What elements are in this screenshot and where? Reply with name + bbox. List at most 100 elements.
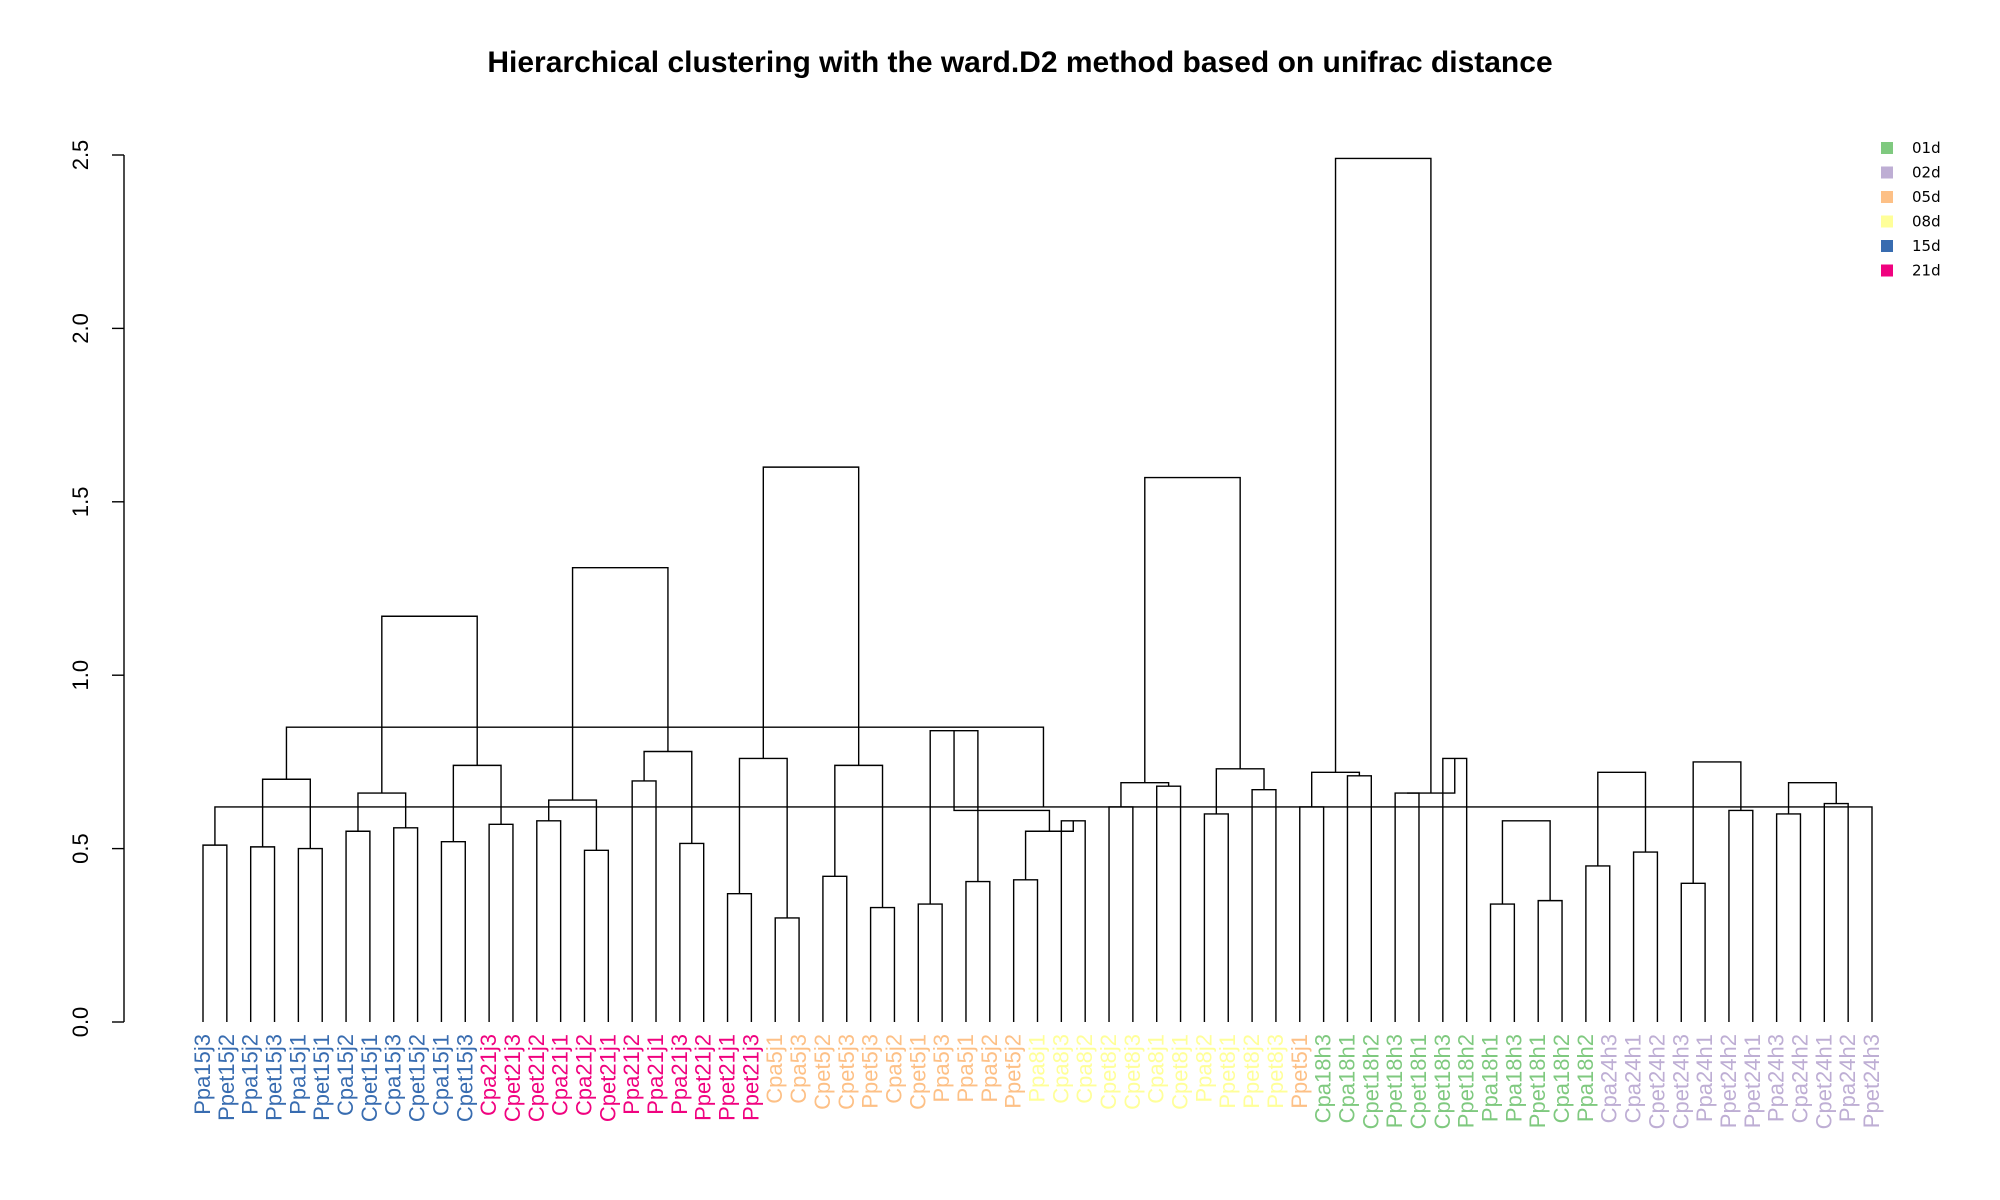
leaf-label: Ppet21j3: [738, 1034, 763, 1121]
leaf-label: Cpet15j2: [405, 1034, 430, 1122]
dendrogram-merge: [1537, 899, 1563, 1022]
dendrogram-merge: [1108, 806, 1134, 1022]
leaf-label: Ppet18h2: [1454, 1034, 1479, 1128]
leaf-label: Cpa5j1: [762, 1034, 787, 1104]
y-axis: 0.0 0.5 1.0 1.5 2.0 2.5: [68, 140, 125, 1037]
leaf-label: Ppa5j3: [929, 1034, 954, 1103]
legend-swatch: [1881, 166, 1893, 179]
dendrogram-merge: [536, 820, 562, 1022]
leaf-label: Ppet24h1: [1740, 1034, 1765, 1128]
leaf-label: Cpet8j3: [1120, 1034, 1145, 1110]
leaf-label: Ppet24h2: [1716, 1034, 1741, 1128]
leaf-label: Cpa18h3: [1311, 1034, 1336, 1123]
leaf-label: Cpa8j3: [1048, 1034, 1073, 1104]
dendrogram-merge: [1060, 820, 1086, 1022]
legend-swatch: [1881, 142, 1893, 154]
leaf-label: Cpet21j2: [524, 1034, 549, 1122]
dendrogram-merge: [297, 847, 323, 1022]
dendrogram-merge: [643, 750, 693, 844]
dendrogram-merge: [261, 778, 311, 849]
dendrogram-merge: [726, 892, 753, 1022]
leaf-label: Cpet18h1: [1406, 1034, 1431, 1129]
legend-label: 08d: [1912, 213, 1941, 231]
leaf-label: Cpet5j2: [810, 1034, 835, 1110]
leaf-label: Cpa21j1: [548, 1034, 573, 1116]
leaf-label: Cpa15j3: [381, 1034, 406, 1116]
leaf-label: Ppa18h3: [1501, 1034, 1526, 1122]
y-tick-label: 0.5: [68, 833, 93, 864]
leaf-label: Ppet18h3: [1382, 1034, 1407, 1128]
dendrogram-merge: [1680, 882, 1706, 1022]
dendrogram-merge: [1787, 782, 1837, 814]
leaf-label: Ppa18h2: [1573, 1034, 1598, 1122]
leaf-label: Ppa8j2: [1191, 1034, 1216, 1103]
leaf-label: Ppa5j1: [953, 1034, 978, 1103]
legend-label: 05d: [1912, 188, 1941, 206]
leaf-label: Cpet5j1: [905, 1034, 930, 1110]
dendrogram-merge: [1299, 806, 1325, 1022]
leaf-label: Cpet21j3: [500, 1034, 525, 1122]
dendrogram-merge: [1346, 775, 1372, 1022]
dendrogram-merge: [1489, 903, 1516, 1022]
leaf-label: Cpa5j2: [881, 1034, 906, 1104]
leaf-label: Ppet5j1: [1287, 1034, 1312, 1109]
dendrogram-merge: [285, 726, 1045, 807]
dendrogram-merge: [1775, 813, 1802, 1022]
leaf-label: Ppet21j1: [715, 1034, 740, 1121]
dendrogram-merge: [1334, 157, 1432, 794]
leaf-label: Cpa21j3: [476, 1034, 501, 1116]
leaf-label: Ppet5j2: [1001, 1034, 1026, 1109]
leaf-label: Cpa5j3: [786, 1034, 811, 1104]
leaf-label: Ppet18h1: [1525, 1034, 1550, 1128]
y-tick-label: 2.5: [68, 140, 93, 171]
leaf-label: Ppa24h2: [1835, 1034, 1860, 1122]
leaf-label: Ppet24h3: [1859, 1034, 1884, 1128]
dendrogram-merge: [452, 764, 502, 842]
y-tick-label: 2.0: [68, 313, 93, 344]
dendrogram-merge: [1692, 761, 1742, 884]
chart-title: Hierarchical clustering with the ward.D2…: [487, 46, 1552, 79]
leaf-label: Ppa21j1: [643, 1034, 668, 1115]
leaf-label: Ppet15j2: [214, 1034, 239, 1121]
dendrogram-merge: [1585, 865, 1611, 1022]
leaf-label: Cpet15j3: [452, 1034, 477, 1122]
dendrogram-merge: [1407, 758, 1456, 794]
leaf-label: Cpet5j3: [834, 1034, 859, 1110]
dendrogram-merge: [440, 840, 466, 1022]
leaf-label: Cpa8j1: [1144, 1034, 1169, 1104]
leaf-label: Cpa18h1: [1334, 1034, 1359, 1123]
leaf-label: Cpa18h2: [1549, 1034, 1574, 1123]
y-tick-label: 1.5: [68, 487, 93, 518]
dendrogram-merge: [1728, 809, 1754, 1022]
legend-swatch: [1881, 264, 1893, 277]
leaf-label: Ppa8j1: [1025, 1034, 1050, 1103]
leaf-label: Ppa24h1: [1692, 1034, 1717, 1122]
legend-swatch: [1881, 240, 1893, 252]
leaf-label: Ppet8j2: [1239, 1034, 1264, 1109]
leaf-label: Cpa8j2: [1072, 1034, 1097, 1104]
dendrogram-merge: [488, 823, 514, 1022]
dendrogram-merge: [393, 827, 419, 1022]
leaf-label: Ppet21j2: [691, 1034, 716, 1121]
legend-label: 01d: [1912, 139, 1941, 157]
dendrogram-merge: [249, 846, 276, 1022]
dendrogram-merge: [1012, 879, 1039, 1022]
leaf-label: Ppa15j3: [190, 1034, 215, 1115]
legend: 01d 02d 05d 08d 15d 21d: [1881, 139, 1941, 280]
leaf-label: Ppa5j2: [977, 1034, 1002, 1103]
dendrogram-merge: [965, 880, 991, 1022]
leaf-label: Ppa21j3: [667, 1034, 692, 1115]
leaf-label: Ppa15j1: [285, 1034, 310, 1115]
leaf-label: Cpet18h3: [1430, 1034, 1455, 1129]
leaf-labels: Ppa15j3Ppet15j2Ppa15j2Ppet15j3Ppa15j1Ppe…: [190, 1034, 1884, 1129]
dendrogram-merge: [953, 730, 1051, 832]
leaf-label: Cpa15j1: [428, 1034, 453, 1116]
leaf-label: Cpet15j1: [357, 1034, 382, 1122]
dendrogram-merge: [381, 615, 478, 794]
dendrogram-merge: [1597, 771, 1647, 866]
leaf-label: Ppet15j3: [262, 1034, 287, 1121]
legend-label: 15d: [1912, 237, 1941, 255]
leaf-label: Cpet24h1: [1811, 1034, 1836, 1129]
leaf-label: Ppa24h3: [1764, 1034, 1789, 1122]
